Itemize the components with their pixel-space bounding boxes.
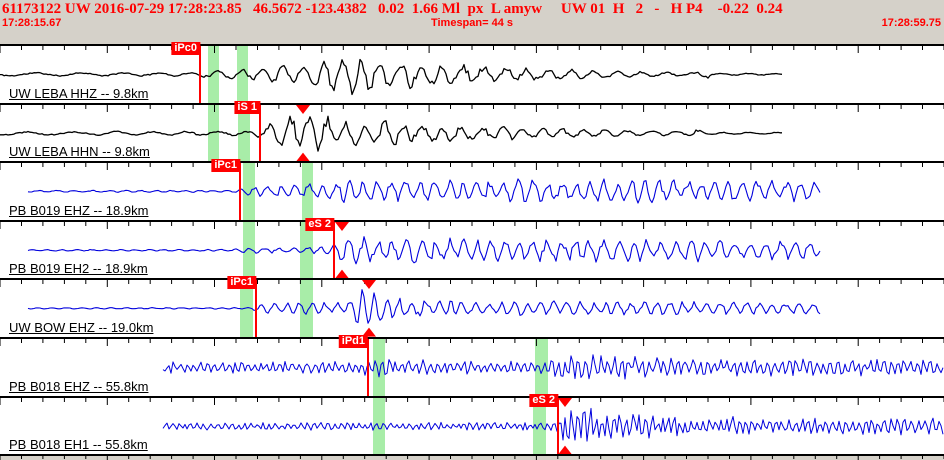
time-ticks: [0, 280, 944, 288]
phase-pick-line[interactable]: [259, 104, 261, 162]
predicted-arrival-window: [535, 338, 548, 396]
trace-polyline: [27, 178, 821, 204]
waveform-pb-b018-eh1[interactable]: [0, 397, 944, 455]
trace-polyline: [162, 354, 944, 380]
phase-pick-flag[interactable]: iS 1: [234, 100, 260, 114]
trace-panel-pb-b019-eh2: eS 2 PB B019 EH2 -- 18.9km: [0, 217, 944, 279]
phase-pick-line[interactable]: [557, 397, 559, 455]
bottom-axis-ticks: [0, 456, 944, 460]
predicted-arrival-window: [373, 397, 385, 455]
station-channel-label: UW LEBA HHN -- 9.8km: [9, 144, 150, 160]
amplitude-marker-bottom[interactable]: [296, 152, 310, 162]
amplitude-marker-top[interactable]: [296, 104, 310, 114]
amplitude-marker-top[interactable]: [335, 221, 349, 231]
predicted-arrival-window: [300, 280, 313, 337]
trace-polyline: [0, 58, 783, 96]
phase-pick-flag[interactable]: iPc1: [227, 276, 256, 290]
phase-pick-flag[interactable]: iPd1: [338, 334, 368, 348]
phase-pick-flag[interactable]: iPc0: [171, 42, 200, 55]
time-ticks: [0, 338, 944, 346]
window-end-time: 17:28:59.75: [881, 17, 941, 29]
amplitude-marker-bottom[interactable]: [335, 269, 349, 279]
predicted-arrival-window: [243, 163, 255, 220]
phase-pick-line[interactable]: [239, 163, 241, 220]
predicted-arrival-window: [300, 221, 313, 279]
phase-pick-line[interactable]: [333, 221, 335, 279]
waveform-pb-b019-eh2[interactable]: [0, 221, 944, 279]
time-ticks: [0, 163, 944, 171]
trace-panel-pb-b019-ehz: iPc1 PB B019 EHZ -- 18.9km: [0, 159, 944, 220]
amplitude-marker-bottom[interactable]: [362, 327, 376, 337]
trace-polyline: [27, 289, 821, 325]
trace-polyline: [162, 407, 944, 442]
trace-panel-pb-b018-eh1: eS 2 PB B018 EH1 -- 55.8km: [0, 393, 944, 455]
waveform-pb-b019-ehz[interactable]: [0, 163, 944, 220]
phase-pick-flag[interactable]: iPc1: [211, 159, 240, 173]
trace-panel-uw-leba-hhz: iPc0 UW LEBA HHZ -- 9.8km: [0, 42, 944, 103]
station-channel-label: PB B019 EH2 -- 18.9km: [9, 261, 148, 277]
predicted-arrival-window: [208, 104, 219, 162]
waveform-pb-b018-ehz[interactable]: [0, 338, 944, 396]
bottom-axis-line: [0, 454, 944, 457]
station-channel-label: PB B019 EHZ -- 18.9km: [9, 202, 149, 218]
amplitude-marker-top[interactable]: [362, 280, 376, 290]
phase-pick-flag[interactable]: eS 2: [529, 393, 558, 407]
predicted-arrival-window: [208, 46, 219, 103]
trace-polyline: [27, 235, 821, 265]
phase-pick-line[interactable]: [199, 46, 201, 103]
predicted-arrival-window: [243, 221, 255, 279]
time-ticks: [0, 104, 944, 112]
event-summary-bar: 61173122 UW 2016-07-29 17:28:23.85 46.56…: [2, 1, 783, 17]
time-ticks: [0, 46, 944, 53]
amplitude-marker-bottom[interactable]: [558, 445, 572, 455]
trace-panel-pb-b018-ehz: iPd1 PB B018 EHZ -- 55.8km: [0, 334, 944, 396]
trace-polyline: [0, 115, 782, 152]
phase-pick-flag[interactable]: eS 2: [305, 217, 334, 231]
time-ticks: [0, 221, 944, 229]
time-range-bar: 17:28:15.67 Timespan= 44 s 17:28:59.75: [0, 17, 944, 31]
window-start-time: 17:28:15.67: [2, 17, 62, 29]
predicted-arrival-window: [302, 163, 313, 220]
trace-panel-uw-leba-hhn: iS 1 UW LEBA HHN -- 9.8km: [0, 100, 944, 162]
waveform-panel-stack: iPc0 UW LEBA HHZ -- 9.8km iS 1 UW LEBA HHN …: [0, 42, 944, 460]
predicted-arrival-window: [237, 46, 248, 103]
predicted-arrival-window: [373, 338, 385, 396]
time-ticks: [0, 397, 944, 405]
amplitude-marker-top[interactable]: [558, 397, 572, 407]
predicted-arrival-window: [238, 104, 250, 162]
phase-pick-line[interactable]: [255, 280, 257, 337]
station-channel-label: PB B018 EH1 -- 55.8km: [9, 437, 148, 453]
predicted-arrival-window: [533, 397, 546, 455]
phase-pick-line[interactable]: [367, 338, 369, 396]
timespan-label: Timespan= 44 s: [430, 17, 514, 29]
station-channel-label: UW BOW EHZ -- 19.0km: [9, 319, 154, 335]
station-channel-label: PB B018 EHZ -- 55.8km: [9, 378, 149, 394]
waveform-uw-bow-ehz[interactable]: [0, 280, 944, 337]
station-channel-label: UW LEBA HHZ -- 9.8km: [9, 85, 149, 101]
trace-panel-uw-bow-ehz: iPc1 UW BOW EHZ -- 19.0km: [0, 276, 944, 337]
